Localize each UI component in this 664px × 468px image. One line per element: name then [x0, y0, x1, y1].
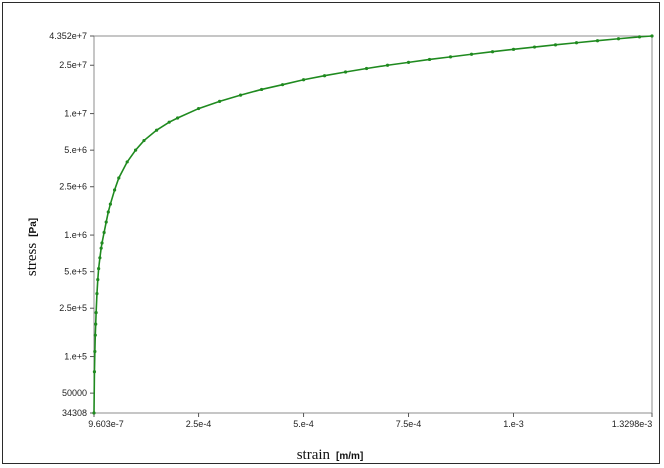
data-point [385, 63, 390, 67]
data-point [259, 87, 264, 92]
data-point [154, 128, 159, 132]
data-point [92, 411, 96, 415]
data-point [99, 246, 103, 250]
data-point [142, 138, 146, 143]
data-point [93, 349, 97, 354]
data-point [650, 34, 654, 38]
data-point [100, 241, 104, 245]
data-point [343, 70, 348, 74]
data-point [175, 116, 180, 120]
x-tick-label: 1.e-3 [503, 419, 524, 429]
y-tick-label: 1.e+6 [64, 230, 87, 240]
data-point [104, 220, 108, 224]
data-point [427, 57, 432, 62]
data-point [469, 52, 474, 56]
data-point [238, 93, 243, 97]
chart-frame [2, 2, 660, 464]
data-point [92, 370, 97, 374]
x-tick-label: 1.3298e-3 [612, 419, 653, 429]
data-point [125, 160, 129, 164]
data-point [574, 41, 579, 45]
x-tick-label: 7.5e-4 [396, 419, 422, 429]
data-point [364, 66, 369, 71]
data-point [322, 74, 327, 78]
y-tick-label: 2.5e+6 [59, 182, 87, 192]
x-tick-label: 2.5e-4 [186, 419, 212, 429]
x-axis-title: strain [m/m] [297, 447, 364, 463]
data-point [637, 35, 642, 39]
x-tick-label: 9.603e-7 [88, 419, 124, 429]
y-tick-label: 5.e+5 [64, 267, 87, 277]
data-point [97, 266, 101, 271]
data-point [532, 45, 537, 49]
y-tick-label: 2.5e+7 [59, 60, 87, 70]
data-point [98, 256, 102, 260]
y-axis-unit: [Pa] [28, 218, 39, 237]
data-point [595, 39, 600, 43]
data-point [117, 176, 121, 180]
y-axis-title: stress [Pa] [24, 218, 40, 276]
data-point [94, 322, 98, 326]
data-point [94, 311, 98, 315]
data-point [108, 202, 112, 206]
y-axis-ticks: 34308 50000 1.e+5 2.5e+5 5.e+5 1.e+6 2.5e+6 5.e… [49, 31, 94, 418]
data-point [217, 99, 222, 103]
data-point [112, 188, 117, 192]
y-tick-label: 34308 [62, 408, 87, 418]
data-point [448, 55, 453, 59]
data-point [490, 50, 495, 54]
data-points [92, 34, 654, 415]
x-axis-ticks: 9.603e-7 2.5e-4 5.e-4 7.5e-4 1.e-3 1.3298e-3 [88, 413, 653, 429]
data-point [511, 47, 516, 51]
y-tick-label: 50000 [62, 388, 87, 398]
y-axis-label: stress [24, 243, 40, 276]
x-tick-label: 5.e-4 [293, 419, 314, 429]
y-tick-label: 2.5e+5 [59, 303, 87, 313]
data-point [102, 230, 106, 235]
y-tick-label: 5.e+6 [64, 145, 87, 155]
x-axis-label: strain [297, 447, 331, 463]
y-tick-label: 1.e+7 [64, 109, 87, 119]
data-point [553, 43, 558, 47]
data-point [95, 291, 99, 296]
data-point [167, 120, 171, 124]
data-point [280, 83, 285, 87]
data-point [301, 78, 306, 82]
data-point [406, 60, 411, 64]
data-point [96, 278, 100, 282]
x-axis-unit: [m/m] [336, 451, 363, 462]
y-tick-label: 1.e+5 [64, 352, 87, 362]
y-tick-label: 4.352e+7 [49, 31, 87, 41]
plot-area [93, 35, 653, 414]
data-point [106, 210, 110, 214]
data-point [616, 37, 621, 41]
data-point [93, 333, 97, 337]
data-point [133, 148, 138, 152]
data-point [196, 106, 201, 111]
